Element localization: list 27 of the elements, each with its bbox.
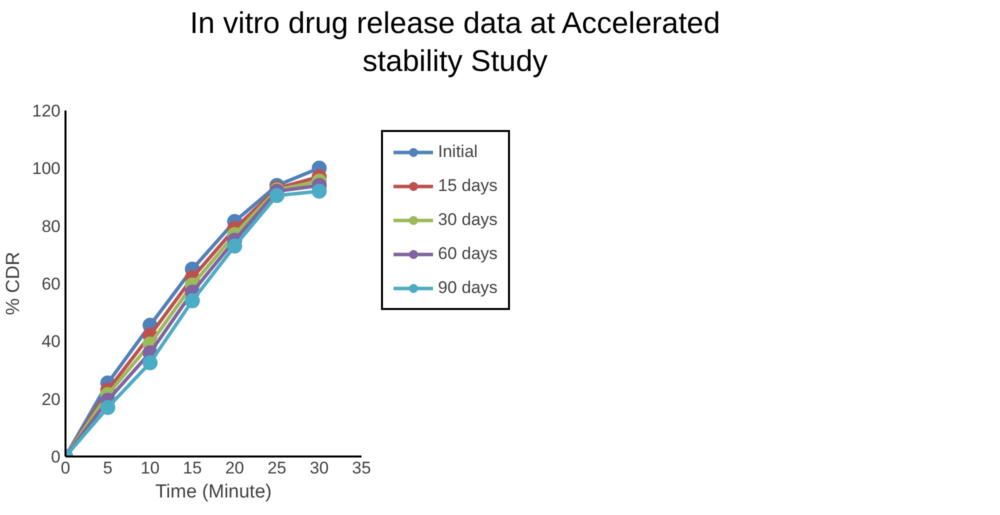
x-axis-title: Time (Minute) (155, 482, 272, 502)
y-axis-title: % CDR (3, 252, 24, 316)
legend-label: 60 days (438, 244, 498, 264)
legend-label: 30 days (438, 210, 498, 230)
y-tick-label: 20 (42, 390, 61, 409)
legend-label: 90 days (438, 278, 498, 298)
point (100, 400, 116, 415)
y-tick-label: 80 (42, 216, 61, 236)
x-tick-label: 5 (103, 458, 113, 478)
y-tick-label: 120 (32, 102, 61, 120)
text: In vitro drug release data at Accelerated stability Study (190, 6, 720, 80)
y-tick-label: 40 (42, 332, 61, 352)
legend-label: 15 days (438, 176, 498, 196)
point (312, 184, 327, 199)
x-tick-label: 20 (225, 458, 244, 478)
x-tick-label: 25 (267, 458, 286, 478)
x-tick-label: 15 (182, 458, 202, 478)
x-tick-label: 35 (352, 458, 371, 478)
y-tick-label: 60 (42, 274, 61, 294)
x-tick-label: 10 (140, 458, 160, 478)
x-tick-label: 30 (310, 458, 329, 478)
point (227, 238, 242, 254)
y-tick-label: 100 (32, 159, 61, 178)
point (184, 293, 200, 308)
legend-label: Initial (438, 142, 478, 162)
point (142, 355, 158, 370)
point (269, 188, 284, 204)
